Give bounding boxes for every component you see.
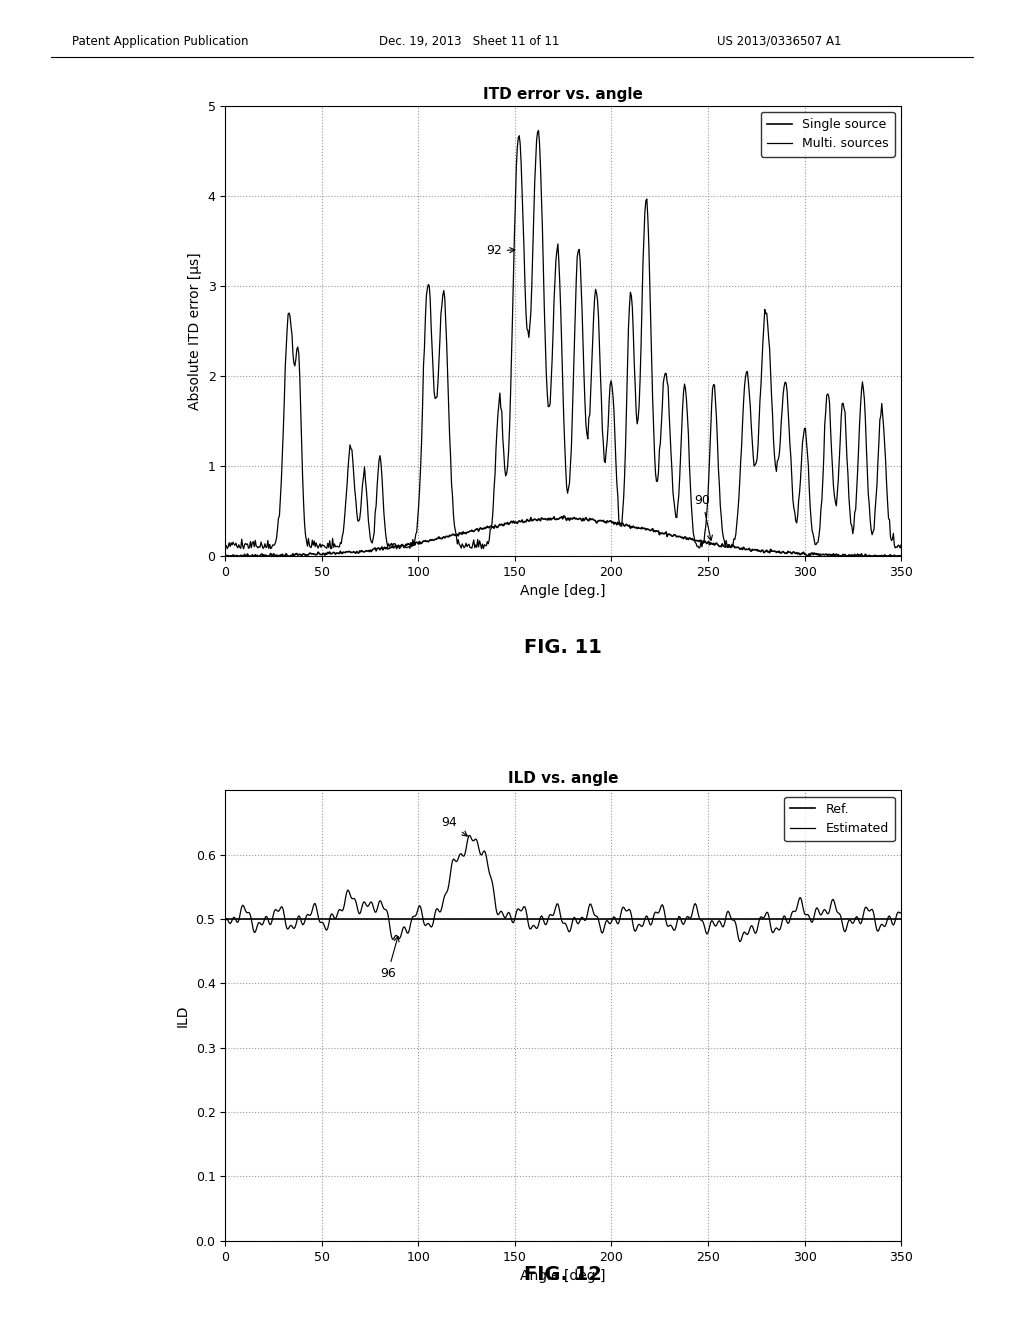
- X-axis label: Angle [deg.]: Angle [deg.]: [520, 585, 606, 598]
- Text: 92: 92: [486, 244, 515, 257]
- Legend: Single source, Multi. sources: Single source, Multi. sources: [761, 112, 895, 157]
- Y-axis label: Absolute ITD error [µs]: Absolute ITD error [µs]: [188, 252, 202, 409]
- Title: ILD vs. angle: ILD vs. angle: [508, 771, 618, 787]
- Text: Patent Application Publication: Patent Application Publication: [72, 34, 248, 48]
- X-axis label: Angle [deg.]: Angle [deg.]: [520, 1269, 606, 1283]
- Title: ITD error vs. angle: ITD error vs. angle: [483, 87, 643, 102]
- Text: 94: 94: [441, 816, 467, 836]
- Text: FIG. 11: FIG. 11: [524, 639, 602, 657]
- Text: Dec. 19, 2013   Sheet 11 of 11: Dec. 19, 2013 Sheet 11 of 11: [379, 34, 559, 48]
- Text: US 2013/0336507 A1: US 2013/0336507 A1: [717, 34, 842, 48]
- Legend: Ref., Estimated: Ref., Estimated: [784, 796, 895, 841]
- Text: FIG. 12: FIG. 12: [524, 1266, 602, 1284]
- Text: 96: 96: [380, 936, 399, 979]
- Text: 90: 90: [694, 494, 713, 540]
- Y-axis label: ILD: ILD: [176, 1005, 190, 1027]
